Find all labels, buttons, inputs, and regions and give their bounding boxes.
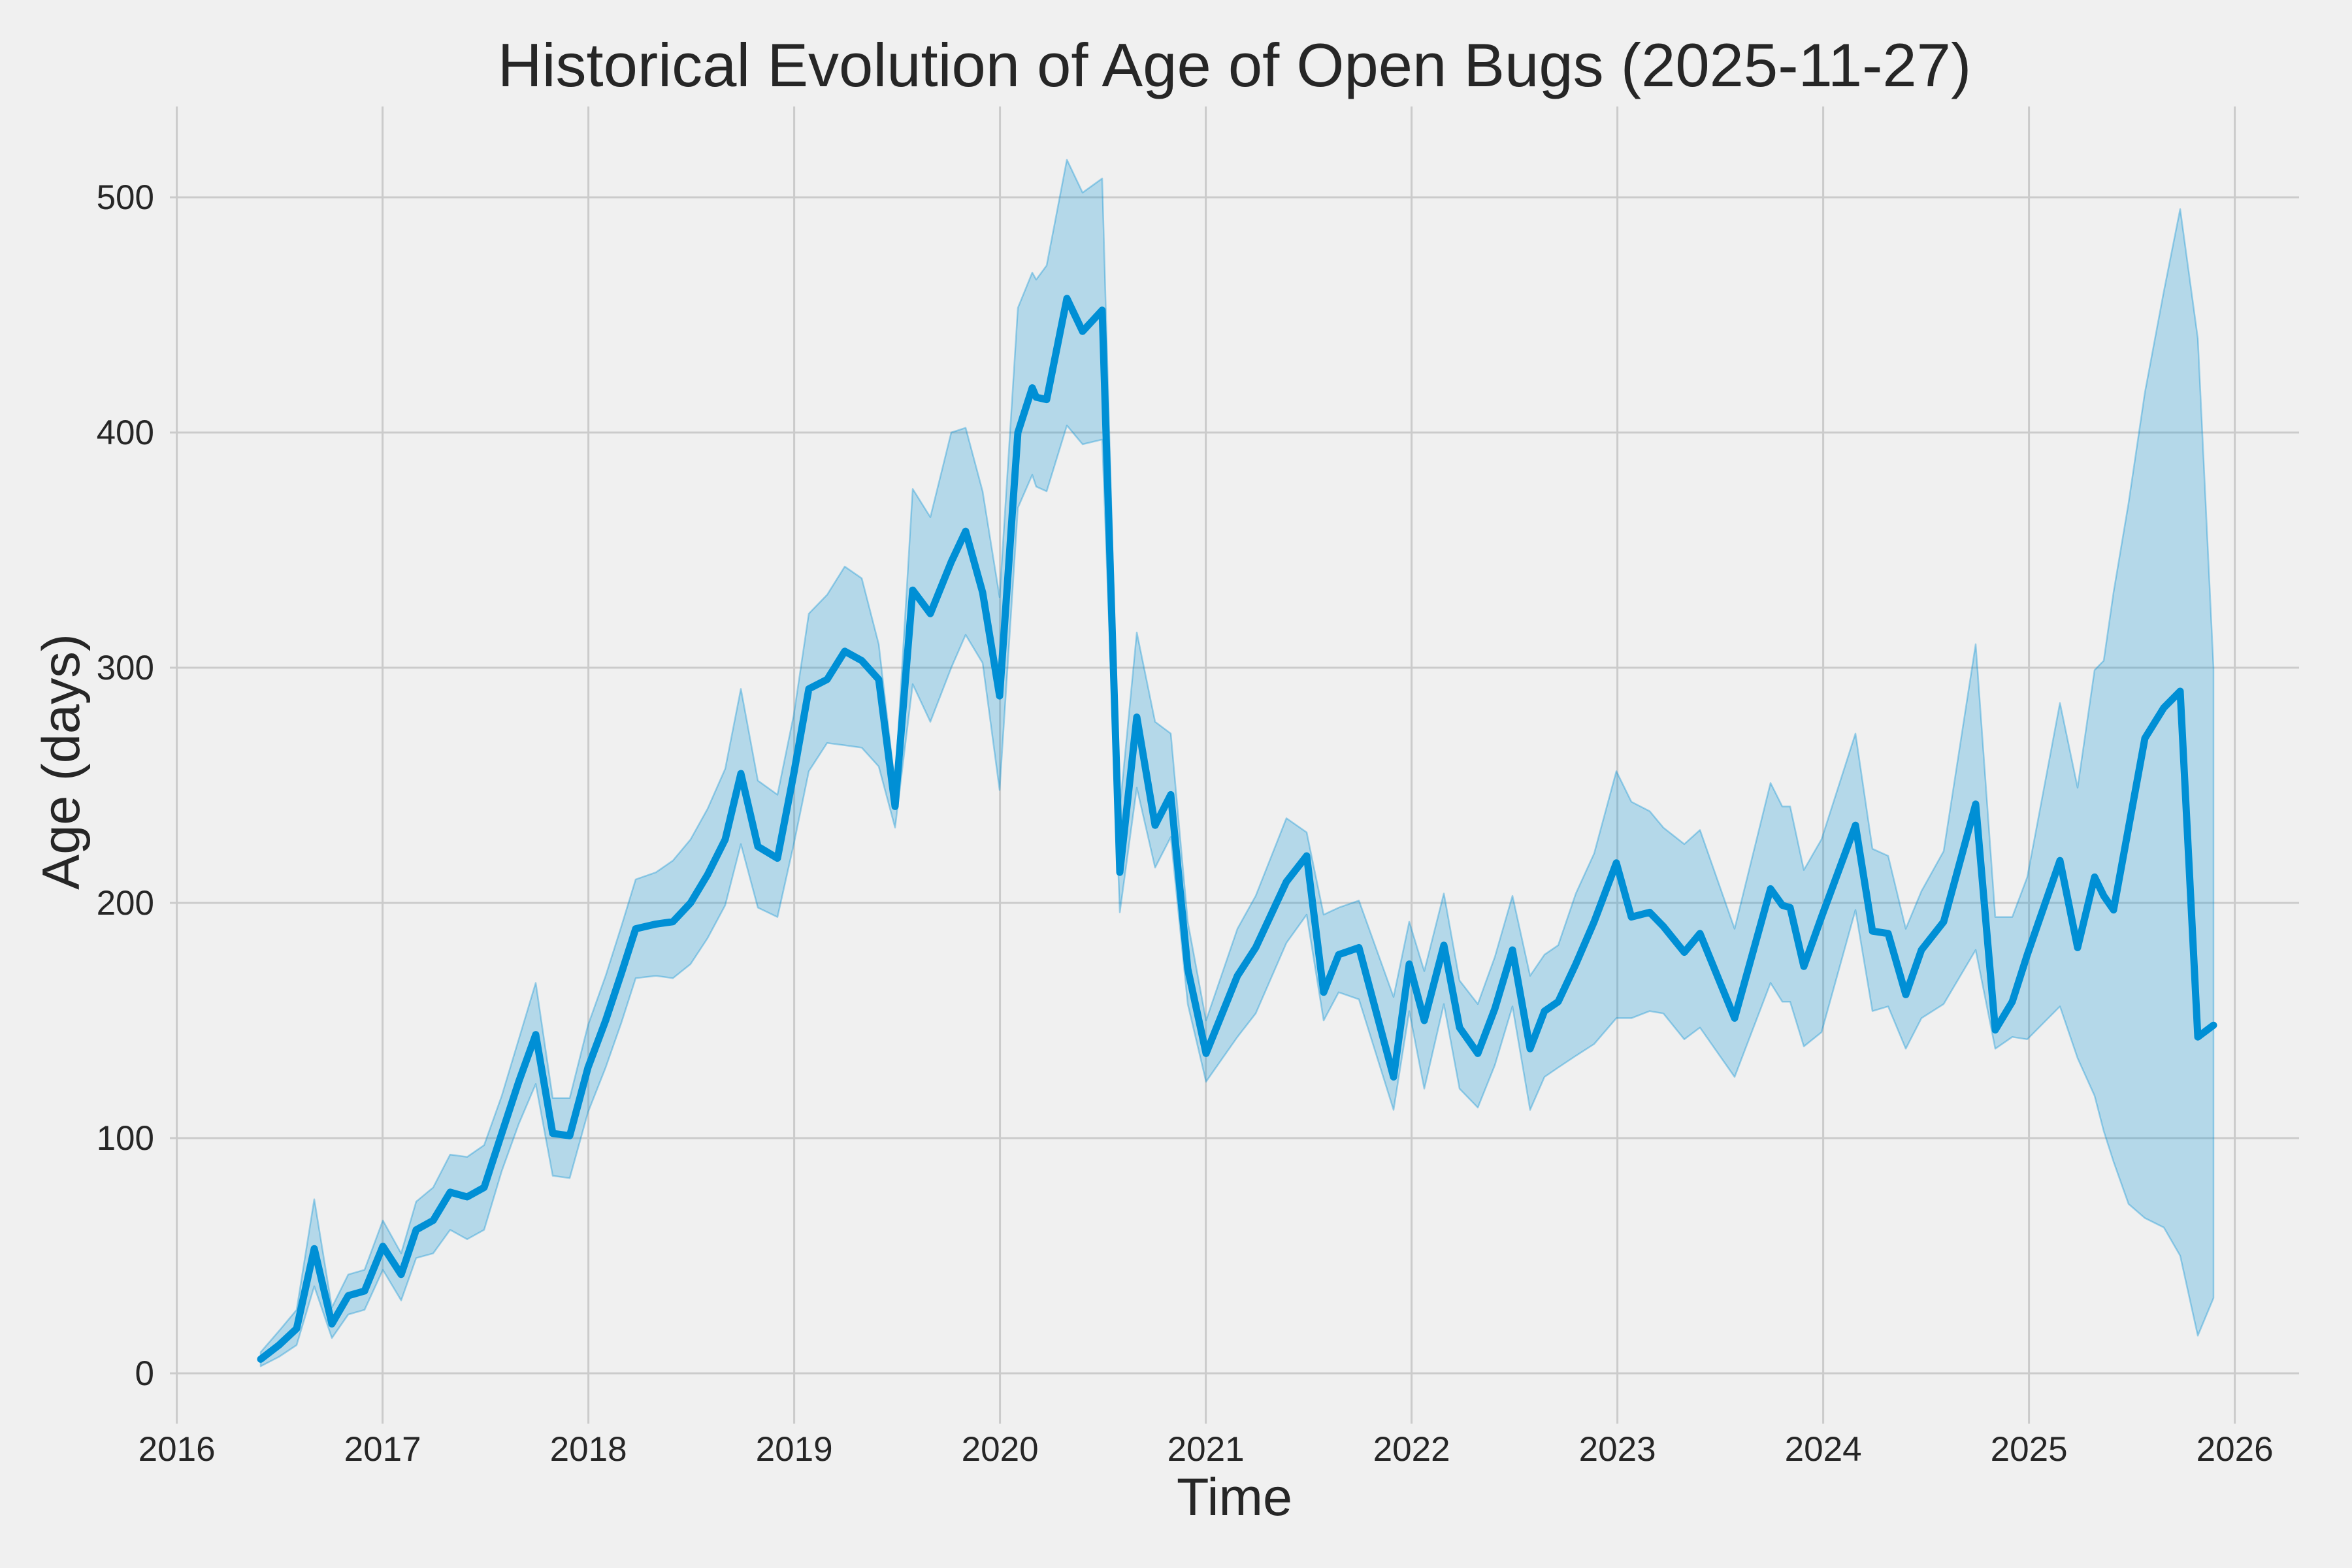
svg-text:2017: 2017 [344,1430,421,1469]
svg-text:2025: 2025 [1991,1430,2068,1469]
svg-text:2024: 2024 [1785,1430,1862,1469]
svg-text:200: 200 [97,884,154,923]
svg-text:500: 500 [97,178,154,217]
svg-text:2019: 2019 [756,1430,833,1469]
svg-text:300: 300 [97,649,154,687]
svg-text:100: 100 [97,1119,154,1158]
svg-text:2016: 2016 [139,1430,216,1469]
svg-text:2020: 2020 [962,1430,1039,1469]
svg-text:Historical Evolution of Age of: Historical Evolution of Age of Open Bugs… [498,31,1972,99]
svg-text:400: 400 [97,414,154,452]
svg-text:2022: 2022 [1373,1430,1450,1469]
svg-text:2018: 2018 [550,1430,627,1469]
svg-text:Time: Time [1177,1468,1292,1527]
svg-text:2026: 2026 [2197,1430,2274,1469]
svg-text:0: 0 [135,1354,154,1393]
svg-text:2023: 2023 [1579,1430,1656,1469]
svg-text:2021: 2021 [1168,1430,1245,1469]
svg-text:Age (days): Age (days) [32,634,91,890]
